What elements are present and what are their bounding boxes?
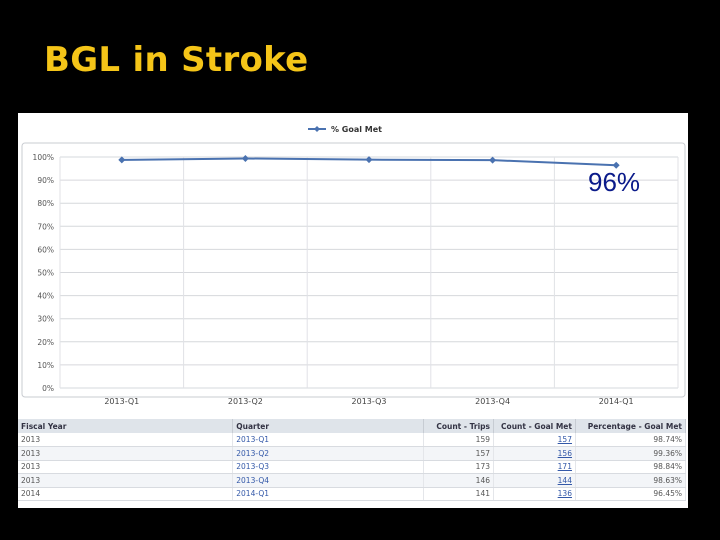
- y-tick-label: 0%: [42, 384, 54, 393]
- data-table: Fiscal Year Quarter Count - Trips Count …: [18, 419, 687, 501]
- table-row: 2013 2013-Q3 173 171 98.84%: [18, 460, 687, 474]
- col-header-fiscal-year[interactable]: Fiscal Year: [18, 419, 234, 433]
- cell-percentage-goal-met: 99.36%: [575, 446, 687, 461]
- cell-count-trips: 141: [423, 487, 494, 501]
- table-row: 2013 2013-Q1 159 157 98.74%: [18, 433, 687, 447]
- slide-title: BGL in Stroke: [44, 40, 309, 80]
- cell-fiscal-year: 2013: [18, 460, 234, 474]
- table-row: 2013 2013-Q2 157 156 99.36%: [18, 446, 687, 461]
- col-header-count-trips[interactable]: Count - Trips: [423, 419, 494, 433]
- cell-count-trips: 146: [423, 473, 494, 488]
- cell-percentage-goal-met: 96.45%: [575, 487, 687, 501]
- col-header-count-goal-met[interactable]: Count - Goal Met: [493, 419, 576, 433]
- y-tick-label: 40%: [37, 292, 54, 301]
- table-row: 2014 2014-Q1 141 136 96.45%: [18, 487, 687, 501]
- table-header-row: Fiscal Year Quarter Count - Trips Count …: [18, 419, 687, 433]
- cell-count-trips: 157: [423, 446, 494, 461]
- cell-percentage-goal-met: 98.63%: [575, 473, 687, 488]
- y-tick-label: 60%: [37, 245, 54, 254]
- data-point: [489, 156, 497, 164]
- data-point: [118, 156, 126, 164]
- cell-count-goal-met-link[interactable]: 144: [493, 473, 576, 488]
- x-tick-label: 2014-Q1: [599, 397, 634, 406]
- y-tick-label: 100%: [33, 153, 54, 162]
- cell-percentage-goal-met: 98.74%: [575, 433, 687, 447]
- cell-quarter: 2013-Q2: [232, 446, 425, 461]
- legend-swatch-marker: [314, 126, 320, 132]
- cell-fiscal-year: 2013: [18, 446, 234, 461]
- y-tick-label: 90%: [37, 176, 54, 185]
- cell-quarter: 2013-Q3: [232, 460, 425, 474]
- x-tick-label: 2013-Q2: [228, 397, 263, 406]
- cell-count-goal-met-link[interactable]: 171: [493, 460, 576, 474]
- cell-count-goal-met-link[interactable]: 156: [493, 446, 576, 461]
- y-tick-label: 20%: [37, 338, 54, 347]
- callout-latest-value: 96%: [588, 167, 641, 197]
- y-tick-label: 70%: [37, 222, 54, 231]
- cell-quarter: 2014-Q1: [232, 487, 425, 501]
- chart-frame: [21, 142, 686, 398]
- cell-count-trips: 159: [423, 433, 494, 447]
- cell-quarter: 2013-Q4: [232, 473, 425, 488]
- data-point: [365, 156, 373, 164]
- cell-fiscal-year: 2013: [18, 473, 234, 488]
- x-tick-label: 2013-Q1: [104, 397, 139, 406]
- cell-fiscal-year: 2013: [18, 433, 234, 447]
- data-point: [612, 161, 620, 169]
- x-tick-label: 2013-Q3: [352, 397, 387, 406]
- cell-count-goal-met-link[interactable]: 157: [493, 433, 576, 447]
- x-tick-label: 2013-Q4: [475, 397, 510, 406]
- col-header-percentage-goal-met[interactable]: Percentage - Goal Met: [575, 419, 687, 433]
- col-header-quarter[interactable]: Quarter: [232, 419, 425, 433]
- report-panel: 0% 10% 20% 30% 40% 50% 60% 70% 80% 90% 100% 2013-Q1…: [18, 113, 688, 508]
- y-tick-label: 50%: [37, 269, 54, 278]
- cell-quarter: 2013-Q1: [232, 433, 425, 447]
- y-tick-label: 80%: [37, 199, 54, 208]
- line-chart: 0% 10% 20% 30% 40% 50% 60% 70% 80% 90% 100% 2013-Q1…: [21, 125, 686, 406]
- data-point: [241, 154, 249, 162]
- table-row: 2013 2013-Q4 146 144 98.63%: [18, 473, 687, 488]
- cell-fiscal-year: 2014: [18, 487, 234, 501]
- y-tick-label: 10%: [37, 361, 54, 370]
- legend-label: % Goal Met: [331, 125, 382, 134]
- cell-count-goal-met-link[interactable]: 136: [493, 487, 576, 501]
- cell-percentage-goal-met: 98.84%: [575, 460, 687, 474]
- cell-count-trips: 173: [423, 460, 494, 474]
- y-tick-label: 30%: [37, 315, 54, 324]
